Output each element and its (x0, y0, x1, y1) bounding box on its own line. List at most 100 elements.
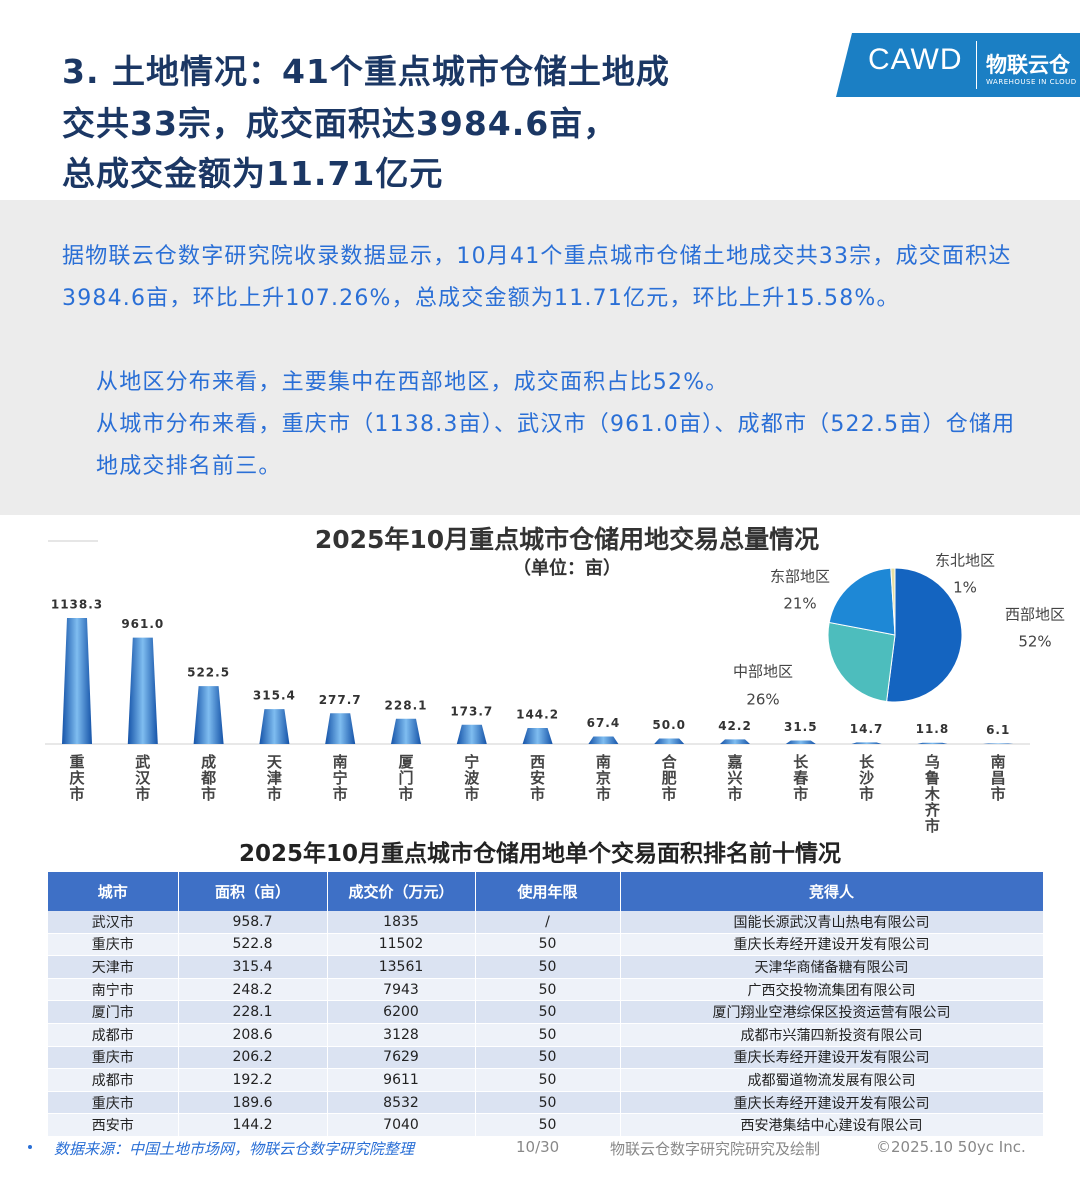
bullet: 从城市分布来看，重庆市（1138.3亩）、武汉市（961.0亩）、成都市（522… (96, 412, 1016, 479)
table-cell: 144.2 (178, 1113, 328, 1137)
footer-copyright: ©2025.10 50yc Inc. (876, 1138, 1026, 1156)
table-row: 厦门市 228.1 6200 50 厦门翔业空港综保区投资运营有限公司 (48, 1000, 1044, 1024)
table-cell: 8532 (327, 1091, 476, 1115)
table-row: 天津市 315.4 13561 50 天津华商储备糖有限公司 (48, 955, 1044, 979)
slice-value: 26% (746, 691, 779, 709)
slice-value: 1% (953, 579, 977, 597)
table-cell: 广西交投物流集团有限公司 (620, 978, 1044, 1002)
table-cell: 3128 (327, 1023, 476, 1047)
slice-label: 东北地区 (935, 552, 995, 570)
bar (917, 742, 948, 744)
column-header: 成交价（万元） (327, 872, 476, 911)
table-cell: 228.1 (178, 1000, 328, 1024)
pie-slice (827, 621, 896, 703)
bar (456, 724, 487, 744)
x-tick-label: 南宁市 (332, 753, 348, 803)
intro-box (0, 200, 1080, 515)
value-label: 315.4 (253, 689, 296, 703)
table-cell: 958.7 (178, 911, 328, 934)
table-row: 西安市 144.2 7040 50 西安港集结中心建设有限公司 (48, 1113, 1044, 1137)
table: 城市 面积（亩） 成交价（万元） 使用年限 竞得人 武汉市 958.7 1835/国能长源武… (48, 872, 1044, 1137)
table-cell: 成都市 (48, 1068, 179, 1092)
x-tick-label: 南京市 (595, 753, 611, 803)
table-cell: 重庆市 (48, 933, 179, 957)
value-label: 50.0 (652, 718, 686, 732)
logo-name: CAWD (868, 43, 963, 76)
pie-slice (890, 567, 896, 636)
x-tick-label: 长沙市 (859, 753, 875, 803)
table-cell: 成都市兴蒲四新投资有限公司 (620, 1023, 1044, 1047)
table-row: 重庆市 206.2 7629 50 重庆长寿经开建设开发有限公司 (48, 1046, 1044, 1070)
table-cell: 西安市 (48, 1113, 179, 1137)
table-cell: 50 (475, 1113, 621, 1137)
x-tick-label: 长春市 (793, 753, 809, 803)
page-number: 10/30 (516, 1138, 560, 1156)
chart-title: 2025年10月重点城市仓储用地交易总量情况 (315, 525, 819, 554)
column-header: 面积（亩） (178, 872, 328, 911)
table-cell: 50 (475, 1068, 621, 1092)
logo-brand: 物联云仓 (986, 53, 1070, 77)
table-title: 2025年10月重点城市仓储用地单个交易面积排名前十情况 (238, 841, 842, 867)
bar (127, 637, 158, 744)
title-line: 3. 土地情况：41个重点城市仓储土地成 (62, 52, 670, 91)
table-cell: 11502 (327, 933, 476, 957)
table-cell: 重庆长寿经开建设开发有限公司 (620, 1091, 1044, 1115)
table-cell: 50 (475, 955, 621, 979)
bar (654, 738, 685, 744)
table-cell: / (475, 911, 621, 934)
slice-label: 西部地区 (1005, 606, 1065, 624)
value-label: 961.0 (121, 617, 164, 631)
table-row: 武汉市 958.7 1835/国能长源武汉青山热电有限公司 (48, 911, 1044, 934)
value-label: 1138.3 (51, 598, 103, 612)
table-cell: 7040 (327, 1113, 476, 1137)
table-cell: 206.2 (178, 1046, 328, 1070)
logo-separator (976, 41, 977, 89)
table-cell: 成都蜀道物流发展有限公司 (620, 1068, 1044, 1092)
slice-value: 52% (1018, 633, 1051, 651)
bar (785, 740, 816, 744)
bar (193, 686, 224, 744)
table-cell: 武汉市 (48, 911, 179, 934)
value-label: 11.8 (916, 722, 950, 736)
intro-paragraph: 据物联云仓数字研究院收录数据显示，10月41个重点城市仓储土地成交共33宗，成交… (62, 244, 1012, 311)
bullet: 从地区分布来看，主要集中在西部地区，成交面积占比52%。 (96, 370, 729, 395)
value-label: 31.5 (784, 720, 818, 734)
x-tick-label: 成都市 (201, 753, 217, 803)
value-label: 42.2 (718, 719, 752, 733)
value-label: 144.2 (516, 708, 559, 722)
logo: CAWD 物联云仓 WAREHOUSE IN CLOUD (836, 33, 1080, 97)
table-cell: 50 (475, 933, 621, 957)
value-label: 6.1 (986, 723, 1010, 737)
table-cell: 厦门翔业空港综保区投资运营有限公司 (620, 1000, 1044, 1024)
table-cell: 天津华商储备糖有限公司 (620, 955, 1044, 979)
chart-subtitle: （单位：亩） (513, 557, 621, 579)
table-cell: 50 (475, 1000, 621, 1024)
pie-slice (828, 567, 896, 636)
table-cell: 重庆长寿经开建设开发有限公司 (620, 933, 1044, 957)
bar (391, 718, 421, 744)
title-line: 总成交金额为11.71亿元 (62, 154, 444, 193)
table-row: 重庆市 522.8 11502 50 重庆长寿经开建设开发有限公司 (48, 933, 1044, 957)
value-label: 14.7 (850, 722, 884, 736)
bar (983, 743, 1014, 744)
table-cell: 重庆市 (48, 1091, 179, 1115)
table-cell: 50 (475, 1023, 621, 1047)
column-header: 竞得人 (620, 872, 1044, 911)
table-cell: 315.4 (178, 955, 328, 979)
table-row: 成都市 192.2 9611 50 成都蜀道物流发展有限公司 (48, 1068, 1044, 1092)
pie-slice (886, 567, 963, 703)
x-tick-label: 天津市 (266, 753, 282, 803)
x-tick-label: 厦门市 (398, 753, 414, 803)
table-cell: 南宁市 (48, 978, 179, 1002)
footer-source: 数据来源：中国土地市场网，物联云仓数字研究院整理 (54, 1140, 415, 1158)
table-cell: 50 (475, 978, 621, 1002)
x-tick-label: 乌鲁木齐市 (924, 753, 940, 835)
x-tick-label: 重庆市 (69, 753, 85, 803)
column-header: 使用年限 (475, 872, 621, 911)
table-header: 城市 面积（亩） 成交价（万元） 使用年限 竞得人 (48, 872, 1044, 911)
bar (325, 713, 356, 744)
table-cell: 189.6 (178, 1091, 328, 1115)
bar (851, 742, 882, 744)
table-cell: 13561 (327, 955, 476, 979)
